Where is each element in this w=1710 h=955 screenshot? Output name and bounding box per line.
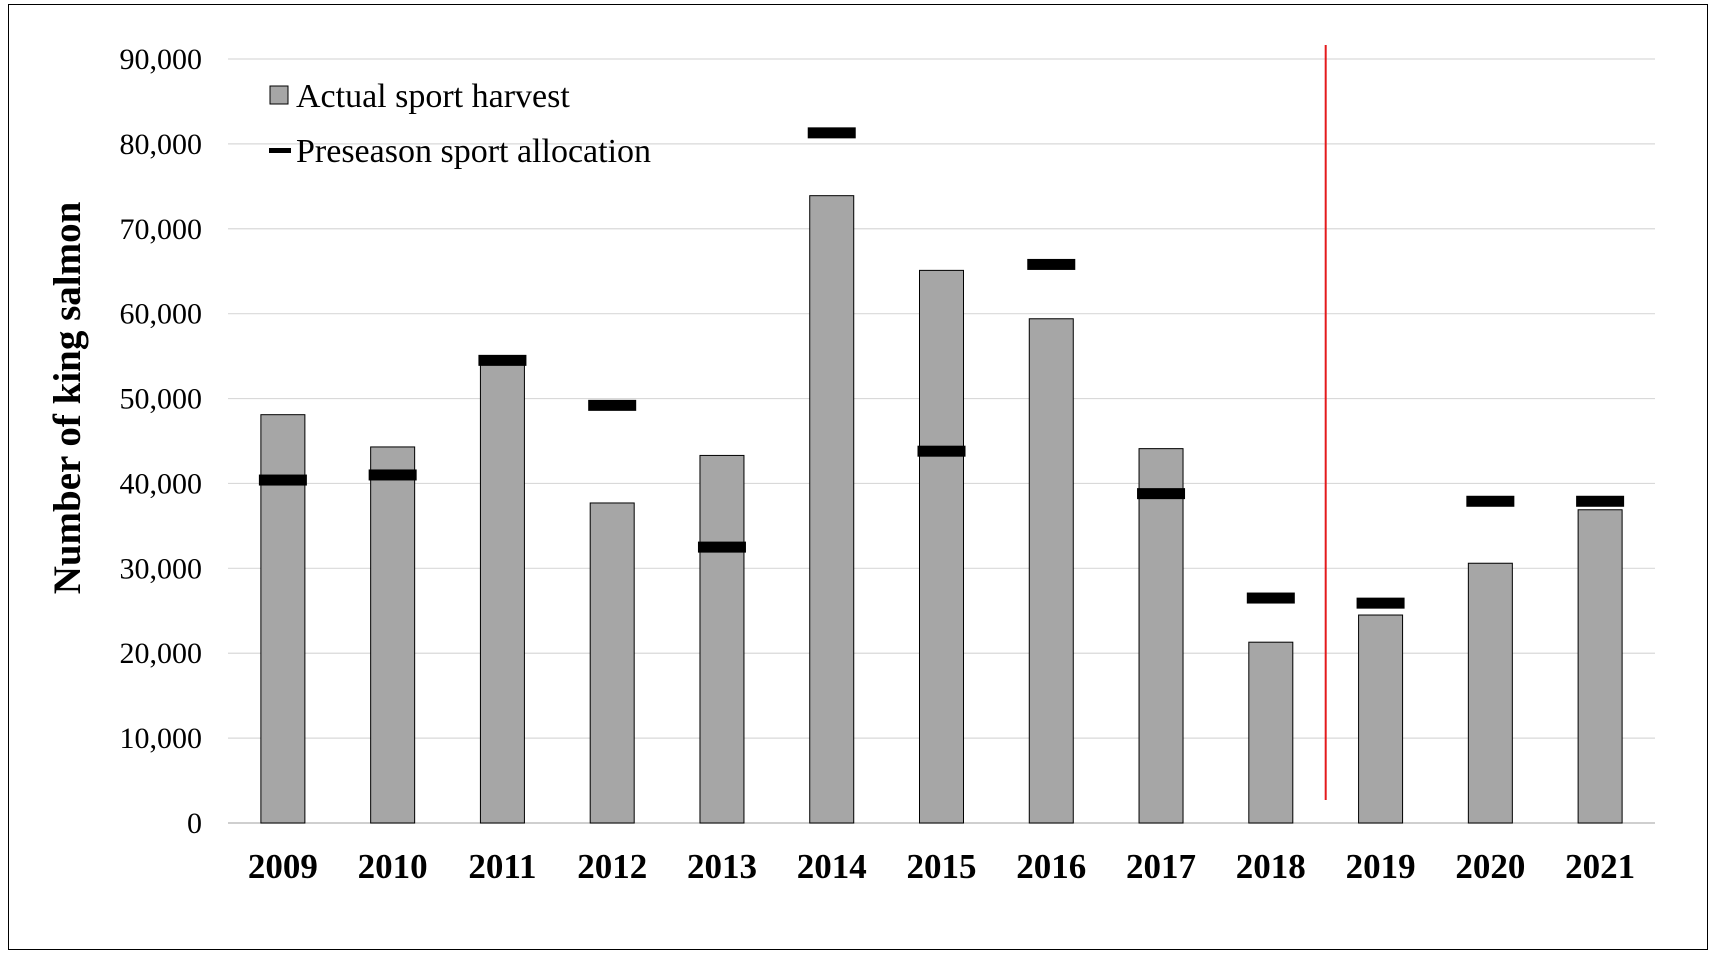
y-tick-label: 40,000 (120, 467, 203, 500)
marker-preseason-allocation-2015 (917, 445, 966, 457)
x-tick-labels: 2009 2010 2011 2012 2013 2014 2015 2016 2017 2018… (248, 847, 1635, 886)
y-tick-label: 0 (187, 807, 202, 840)
bar-series (260, 195, 1623, 824)
marker-preseason-allocation-2018 (1246, 592, 1295, 604)
x-tick-label: 2009 (248, 847, 318, 886)
bar-actual-harvest-2020 (1467, 562, 1513, 824)
x-tick-label: 2015 (907, 847, 977, 886)
marker-preseason-allocation-2021 (1576, 495, 1625, 507)
bar-actual-harvest-2014 (809, 195, 855, 824)
x-tick-label: 2020 (1455, 847, 1525, 886)
x-tick-label: 2014 (797, 847, 867, 886)
y-tick-label: 20,000 (120, 637, 203, 670)
marker-preseason-allocation-2019 (1356, 597, 1405, 609)
x-tick-label: 2013 (687, 847, 757, 886)
marker-preseason-allocation-2016 (1027, 258, 1076, 270)
y-tick-label: 10,000 (120, 722, 203, 755)
bar-actual-harvest-2015 (919, 269, 964, 824)
y-tick-label: 60,000 (120, 298, 203, 331)
x-tick-label: 2021 (1565, 847, 1635, 886)
bar-actual-harvest-2016 (1028, 318, 1074, 824)
legend-swatch-allocation (269, 148, 291, 153)
x-tick-label: 2017 (1126, 847, 1196, 886)
bar-actual-harvest-2019 (1358, 614, 1404, 824)
bar-actual-harvest-2018 (1248, 641, 1294, 824)
marker-preseason-allocation-2010 (368, 469, 417, 481)
bar-actual-harvest-2013 (699, 454, 745, 824)
y-tick-label: 50,000 (120, 383, 203, 416)
x-tick-label: 2018 (1236, 847, 1306, 886)
x-tick-label: 2019 (1346, 847, 1416, 886)
bar-actual-harvest-2017 (1138, 448, 1184, 824)
legend: Actual sport harvest Preseason sport all… (269, 78, 651, 170)
x-tick-label: 2010 (358, 847, 428, 886)
bar-actual-harvest-2021 (1577, 509, 1623, 824)
marker-preseason-allocation-2020 (1466, 495, 1515, 507)
marker-preseason-allocation-2011 (478, 354, 527, 366)
y-tick-label: 70,000 (120, 213, 203, 246)
allocation-markers (258, 127, 1625, 609)
y-tick-label: 90,000 (120, 43, 203, 76)
y-tick-labels: 0 10,000 20,000 30,000 40,000 50,000 60,000 70,… (120, 43, 203, 840)
bar-actual-harvest-2012 (589, 502, 635, 824)
marker-preseason-allocation-2017 (1137, 488, 1186, 500)
bar-actual-harvest-2011 (479, 361, 525, 824)
y-axis-label: Number of king salmon (46, 201, 89, 594)
legend-swatch-harvest (269, 85, 289, 105)
marker-preseason-allocation-2009 (258, 474, 307, 486)
bar-actual-harvest-2010 (370, 446, 416, 824)
x-tick-label: 2011 (468, 847, 536, 886)
y-tick-label: 30,000 (120, 552, 203, 585)
legend-label-harvest: Actual sport harvest (296, 78, 570, 115)
x-tick-label: 2016 (1016, 847, 1086, 886)
y-tick-label: 80,000 (120, 128, 203, 161)
gridlines (228, 58, 1655, 824)
marker-preseason-allocation-2013 (697, 541, 746, 553)
marker-preseason-allocation-2014 (807, 127, 856, 139)
marker-preseason-allocation-2012 (588, 399, 637, 411)
x-tick-label: 2012 (577, 847, 647, 886)
legend-label-allocation: Preseason sport allocation (296, 133, 651, 170)
